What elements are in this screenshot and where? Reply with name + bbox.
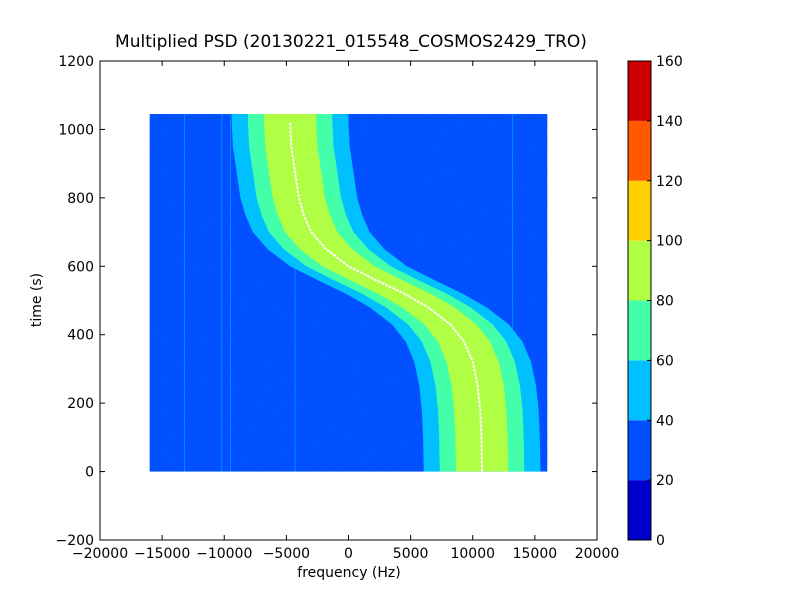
signal-peak-line bbox=[289, 122, 484, 472]
colorbar-level-4 bbox=[628, 240, 651, 301]
y-tick-label-0: −200 bbox=[56, 533, 94, 549]
y-tick-label-3: 400 bbox=[67, 328, 94, 344]
colorbar-level-2 bbox=[628, 360, 651, 421]
x-tick-label-2: −10000 bbox=[196, 546, 252, 562]
colorbar-level-7 bbox=[628, 61, 651, 121]
x-tick-label-3: −5000 bbox=[263, 546, 310, 562]
axes: −20000 −15000 −10000 −5000 0 5000 10000 15000 20… bbox=[56, 54, 620, 562]
colorbar-tick-label-5: 100 bbox=[656, 234, 683, 250]
plot-area bbox=[149, 114, 548, 472]
colorbar: 0 20 40 60 80 100 120 140 160 bbox=[627, 54, 683, 549]
y-tick-label-1: 0 bbox=[85, 465, 94, 481]
colorbar-level-1 bbox=[628, 420, 651, 481]
colorbar-level-3 bbox=[628, 300, 651, 361]
x-tick-label-8: 20000 bbox=[575, 546, 620, 562]
y-tick-label-6: 1000 bbox=[58, 122, 94, 138]
colorbar-tick-label-0: 0 bbox=[656, 533, 665, 549]
x-tick-label-0: −20000 bbox=[72, 546, 128, 562]
signal-band-2 bbox=[264, 114, 509, 472]
y-tick-label-2: 200 bbox=[67, 396, 94, 412]
x-axis-label: frequency (Hz) bbox=[297, 565, 400, 581]
colorbar-tick-label-8: 160 bbox=[656, 54, 683, 70]
heatmap-signal bbox=[183, 114, 541, 472]
x-tick-label-5: 5000 bbox=[393, 546, 429, 562]
colorbar-level-6 bbox=[628, 120, 651, 181]
x-tick-label-4: 0 bbox=[344, 546, 353, 562]
colorbar-tick-label-4: 80 bbox=[656, 294, 674, 310]
x-tick-label-6: 10000 bbox=[450, 546, 495, 562]
colorbar-level-0 bbox=[628, 480, 651, 540]
y-tick-label-5: 800 bbox=[67, 191, 94, 207]
colorbar-tick-label-1: 20 bbox=[656, 473, 674, 489]
y-tick-label-4: 600 bbox=[67, 259, 94, 275]
colorbar-tick-label-3: 60 bbox=[656, 353, 674, 369]
chart-title: Multiplied PSD (20130221_015548_COSMOS24… bbox=[115, 32, 587, 52]
x-tick-label-1: −15000 bbox=[134, 546, 190, 562]
colorbar-tick-label-2: 40 bbox=[656, 413, 674, 429]
colorbar-level-5 bbox=[628, 180, 651, 241]
x-tick-label-7: 15000 bbox=[513, 546, 558, 562]
y-tick-label-7: 1200 bbox=[58, 54, 94, 70]
y-axis-label: time (s) bbox=[29, 273, 45, 327]
colorbar-tick-label-7: 140 bbox=[656, 114, 683, 130]
colorbar-tick-label-6: 120 bbox=[656, 174, 683, 190]
